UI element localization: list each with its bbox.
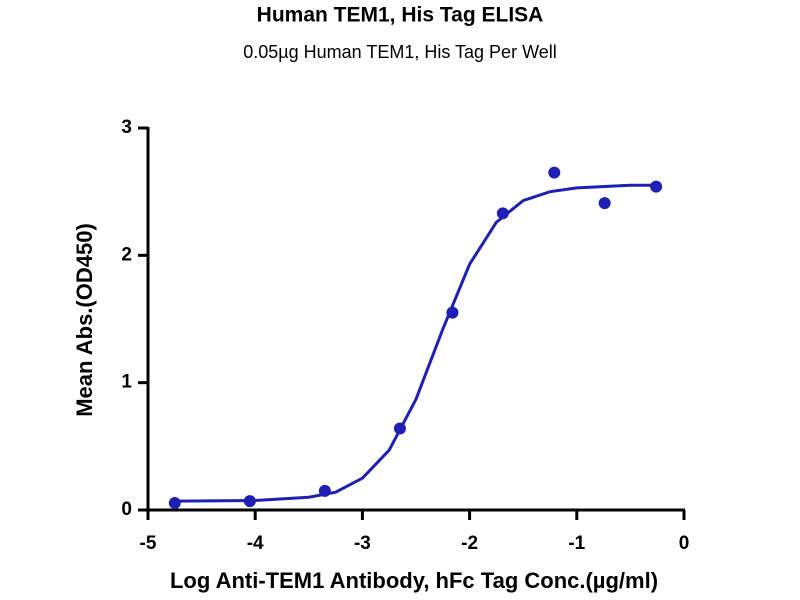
x-tick-label: -1 [568, 533, 585, 554]
data-point [496, 207, 509, 220]
chart-subtitle: 0.05µg Human TEM1, His Tag Per Well [243, 42, 557, 62]
data-point [318, 484, 331, 497]
data-point [393, 422, 406, 435]
y-tick-label: 2 [121, 244, 132, 265]
y-tick-label: 1 [121, 372, 132, 393]
fit-curve [174, 183, 657, 503]
x-tick-label: -2 [461, 533, 478, 554]
data-point [168, 496, 181, 509]
data-point [548, 166, 561, 179]
data-point [446, 306, 459, 319]
x-axis-label: Log Anti-TEM1 Antibody, hFc Tag Conc.(µg… [170, 568, 658, 593]
data-point [243, 495, 256, 508]
x-tick-label: 0 [679, 533, 690, 554]
chart-title: Human TEM1, His Tag ELISA [257, 4, 544, 27]
x-tick-label: -3 [354, 533, 371, 554]
x-tick-label: -4 [247, 533, 264, 554]
y-tick-label: 0 [121, 499, 132, 520]
y-tick-label: 3 [121, 117, 132, 138]
x-tick-label: -5 [140, 533, 157, 554]
data-point [598, 197, 611, 210]
y-axis-label: Mean Abs.(OD450) [72, 223, 97, 417]
data-point [650, 180, 663, 193]
